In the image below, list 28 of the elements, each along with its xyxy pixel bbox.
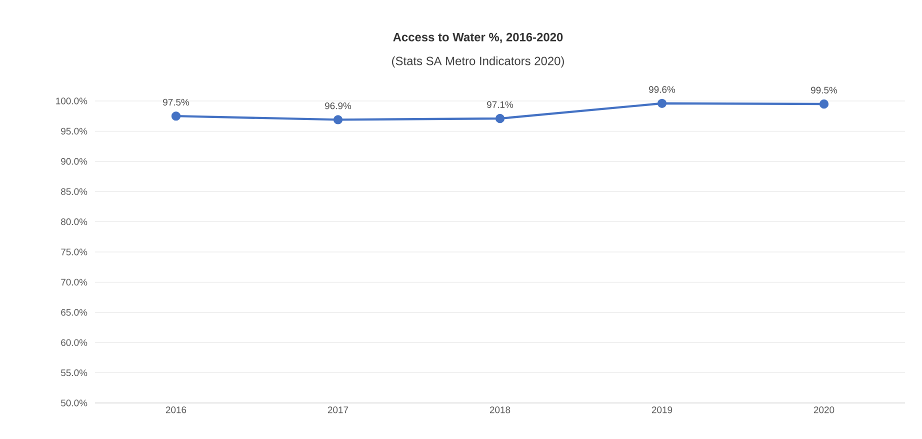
y-tick-label: 60.0% <box>61 339 88 346</box>
y-tick-label: 75.0% <box>61 248 88 256</box>
x-tick-label: 2019 <box>652 406 672 414</box>
chart-subtitle: (Stats SA Metro Indicators 2020) <box>392 56 564 68</box>
y-tick-label: 65.0% <box>61 309 88 316</box>
point <box>333 115 343 124</box>
x-tick-label: 2020 <box>814 406 834 414</box>
y-tick-label: 100.0% <box>56 98 88 104</box>
point <box>171 112 181 121</box>
y-tick-label: 80.0% <box>61 218 88 226</box>
data-label: 99.5% <box>811 86 838 94</box>
y-tick-label: 55.0% <box>61 369 88 376</box>
point <box>657 98 667 108</box>
data-label: 99.6% <box>649 86 676 93</box>
data-label: 97.1% <box>487 101 514 108</box>
data-label: 97.5% <box>163 98 190 106</box>
y-tick-label: 70.0% <box>61 278 88 286</box>
data-label: 96.9% <box>325 102 352 110</box>
point <box>819 99 829 109</box>
x-tick-label: 2016 <box>166 406 186 414</box>
point <box>495 114 505 124</box>
chart-title: Access to Water %, 2016-2020 <box>393 32 563 44</box>
x-tick-label: 2017 <box>328 406 348 414</box>
y-tick-label: 95.0% <box>61 128 88 135</box>
y-tick-label: 90.0% <box>61 158 88 165</box>
y-tick-label: 85.0% <box>61 188 88 195</box>
y-tick-label: 50.0% <box>61 400 88 406</box>
x-tick-label: 2018 <box>490 406 510 414</box>
